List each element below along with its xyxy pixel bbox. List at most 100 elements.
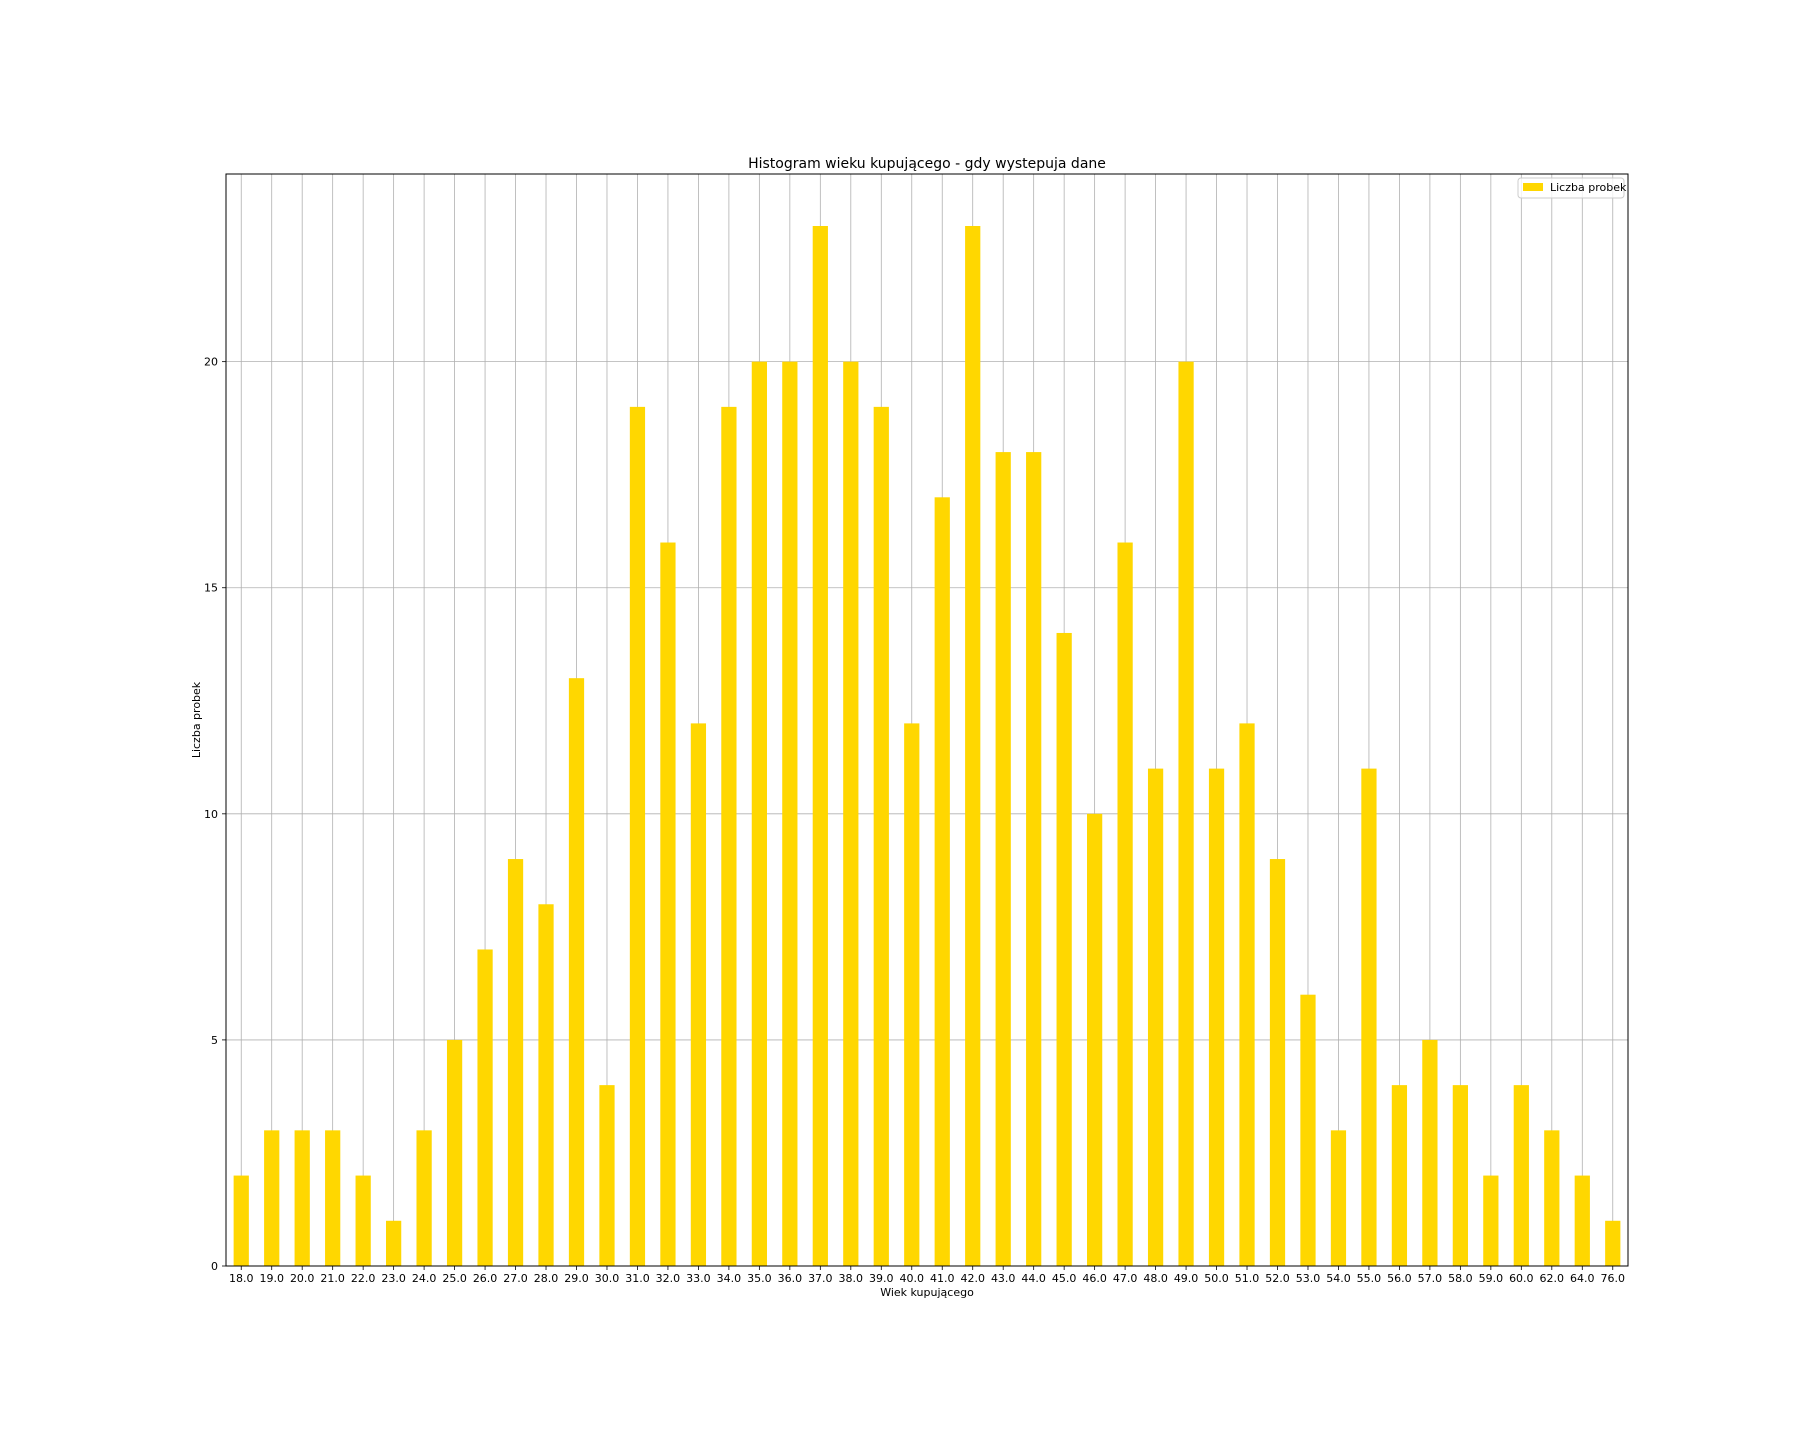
x-tick-label: 64.0 xyxy=(1570,1272,1595,1285)
x-axis-label: Wiek kupującego xyxy=(880,1286,974,1299)
x-tick-label: 60.0 xyxy=(1509,1272,1534,1285)
bar xyxy=(751,361,767,1266)
y-tick-label: 0 xyxy=(211,1260,218,1273)
x-tick-label: 38.0 xyxy=(839,1272,864,1285)
x-tick-label: 36.0 xyxy=(778,1272,803,1285)
x-tick-label: 48.0 xyxy=(1143,1272,1168,1285)
x-tick-label: 19.0 xyxy=(259,1272,284,1285)
bar xyxy=(660,542,676,1266)
bar xyxy=(325,1130,341,1266)
bar xyxy=(1026,452,1042,1267)
bar xyxy=(843,361,859,1266)
x-tick-label: 52.0 xyxy=(1265,1272,1290,1285)
legend-swatch xyxy=(1523,183,1543,191)
bar xyxy=(233,1175,249,1266)
x-tick-label: 41.0 xyxy=(930,1272,955,1285)
bar xyxy=(690,723,707,1266)
x-tick-label: 43.0 xyxy=(991,1272,1016,1285)
bar xyxy=(1147,768,1164,1266)
y-tick-label: 5 xyxy=(211,1034,218,1047)
x-tick-label: 31.0 xyxy=(625,1272,650,1285)
x-tick-label: 46.0 xyxy=(1082,1272,1107,1285)
x-tick-label: 62.0 xyxy=(1540,1272,1565,1285)
legend-box xyxy=(1517,177,1625,199)
x-tick-label: 25.0 xyxy=(442,1272,467,1285)
x-tick-label: 39.0 xyxy=(869,1272,894,1285)
x-tick-label: 35.0 xyxy=(747,1272,772,1285)
x-tick-label: 20.0 xyxy=(290,1272,315,1285)
x-tick-label: 30.0 xyxy=(595,1272,620,1285)
bar xyxy=(1574,1175,1590,1266)
x-tick-label: 32.0 xyxy=(656,1272,681,1285)
bar xyxy=(477,949,493,1266)
bar xyxy=(1422,1039,1438,1266)
x-tick-label: 27.0 xyxy=(503,1272,528,1285)
bar xyxy=(629,406,646,1266)
x-tick-label: 54.0 xyxy=(1326,1272,1351,1285)
bar xyxy=(1544,1130,1560,1266)
grid xyxy=(226,174,1628,1266)
x-tick-label: 57.0 xyxy=(1418,1272,1443,1285)
x-tick-label: 45.0 xyxy=(1052,1272,1077,1285)
x-tick-label: 29.0 xyxy=(564,1272,589,1285)
x-tick-label: 58.0 xyxy=(1448,1272,1473,1285)
bar xyxy=(873,406,889,1266)
bar xyxy=(934,497,950,1267)
legend: Liczba probek xyxy=(1517,177,1627,199)
bar xyxy=(1117,542,1133,1266)
bar xyxy=(446,1039,463,1266)
x-tick-label: 37.0 xyxy=(808,1272,833,1285)
bar xyxy=(721,406,737,1266)
x-tick-label: 22.0 xyxy=(351,1272,376,1285)
bar xyxy=(1087,813,1103,1266)
x-tick-label: 49.0 xyxy=(1174,1272,1199,1285)
bar xyxy=(812,226,828,1266)
y-tick-label: 10 xyxy=(204,808,218,821)
x-tick-label: 24.0 xyxy=(412,1272,437,1285)
x-tick-label: 56.0 xyxy=(1387,1272,1412,1285)
bar xyxy=(1178,361,1194,1266)
bar xyxy=(599,1085,615,1266)
x-tick-label: 23.0 xyxy=(381,1272,406,1285)
x-tick-label: 40.0 xyxy=(900,1272,925,1285)
x-tick-label: 34.0 xyxy=(717,1272,742,1285)
x-tick-label: 47.0 xyxy=(1113,1272,1138,1285)
bars xyxy=(233,226,1621,1267)
bar xyxy=(264,1130,280,1266)
y-axis-label: Liczba probek xyxy=(190,681,203,758)
bar xyxy=(965,226,981,1266)
bar xyxy=(1330,1130,1347,1266)
bar xyxy=(1605,1220,1621,1266)
ticks: 0 5 10 15 20 18.0 19.0 20.0 21.0 22.0 23.0 24.0 25.0… xyxy=(204,356,1625,1285)
bar xyxy=(355,1175,371,1266)
x-tick-label: 26.0 xyxy=(473,1272,498,1285)
bar xyxy=(416,1130,432,1266)
bar xyxy=(1056,632,1072,1266)
x-tick-label: 59.0 xyxy=(1479,1272,1504,1285)
bar xyxy=(1483,1175,1499,1266)
bar xyxy=(1269,859,1286,1266)
plot-frame xyxy=(225,173,1629,1267)
x-tick-label: 42.0 xyxy=(960,1272,985,1285)
legend-label: Liczba probek xyxy=(1550,181,1627,194)
x-tick-label: 18.0 xyxy=(229,1272,254,1285)
bar xyxy=(1513,1085,1529,1266)
x-tick-label: 76.0 xyxy=(1601,1272,1626,1285)
x-tick-label: 28.0 xyxy=(534,1272,559,1285)
bar xyxy=(1361,768,1377,1266)
x-tick-label: 51.0 xyxy=(1235,1272,1260,1285)
x-tick-label: 53.0 xyxy=(1296,1272,1321,1285)
bar xyxy=(1300,994,1316,1266)
bar xyxy=(386,1220,402,1266)
bar xyxy=(507,859,524,1266)
bar xyxy=(294,1130,310,1266)
bar xyxy=(1239,723,1255,1266)
bar xyxy=(568,678,585,1266)
x-tick-label: 21.0 xyxy=(320,1272,345,1285)
y-tick-label: 15 xyxy=(204,582,218,595)
y-tick-label: 20 xyxy=(204,356,218,369)
x-tick-label: 55.0 xyxy=(1357,1272,1382,1285)
x-tick-label: 44.0 xyxy=(1021,1272,1046,1285)
bar xyxy=(782,361,798,1266)
